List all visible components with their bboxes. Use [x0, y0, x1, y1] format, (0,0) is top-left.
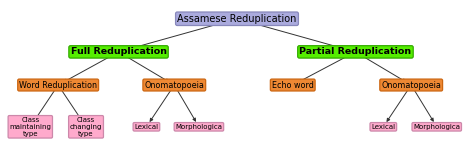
Text: Onomatopoeia: Onomatopoeia [381, 81, 441, 90]
Text: Class
maintaining
type: Class maintaining type [9, 117, 51, 137]
Text: Class
changing
type: Class changing type [70, 117, 102, 137]
Text: Morphologica: Morphologica [175, 124, 222, 130]
Text: Partial Reduplication: Partial Reduplication [300, 47, 411, 56]
Text: Full Reduplication: Full Reduplication [71, 47, 166, 56]
Text: Assamese Reduplication: Assamese Reduplication [177, 14, 297, 24]
Text: Echo word: Echo word [272, 81, 314, 90]
Text: Morphologica: Morphologica [413, 124, 460, 130]
Text: Onomatopoeia: Onomatopoeia [145, 81, 204, 90]
Text: Lexical: Lexical [134, 124, 158, 130]
Text: Word Reduplication: Word Reduplication [19, 81, 97, 90]
Text: Lexical: Lexical [371, 124, 395, 130]
